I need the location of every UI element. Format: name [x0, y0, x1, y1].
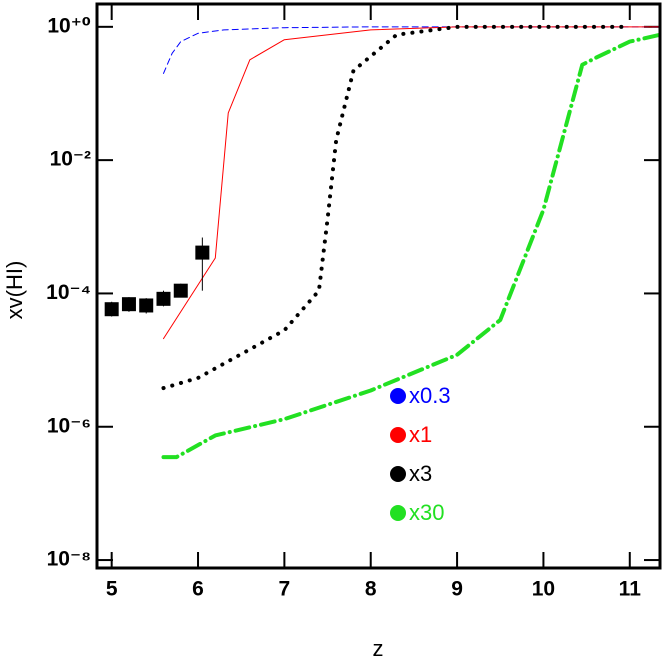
y-tick-label: 10⁻² — [50, 148, 91, 171]
y-tick-label: 10⁺⁰ — [47, 14, 91, 37]
legend-marker — [390, 466, 406, 482]
x-tick-label: 10 — [532, 578, 555, 601]
plot-frame — [95, 2, 662, 570]
series-line — [162, 26, 660, 74]
x-tick-label: 8 — [365, 578, 377, 601]
x-tick-label: 11 — [619, 578, 642, 601]
legend-marker — [390, 388, 406, 404]
legend-label: x1 — [409, 422, 432, 447]
x-axis-label: z — [373, 636, 384, 659]
x-tick-label: 9 — [451, 578, 463, 601]
series-line — [161, 32, 660, 460]
series-line — [162, 26, 660, 340]
legend-label: x0.3 — [409, 383, 451, 408]
data-point — [139, 298, 154, 313]
data-point — [121, 297, 136, 312]
legend-label: x30 — [409, 500, 444, 525]
legend-label: x3 — [409, 461, 432, 486]
x-tick-label: 7 — [279, 578, 291, 601]
x-tick-label: 5 — [106, 578, 118, 601]
data-point — [156, 291, 171, 306]
y-axis-label: xv(HI) — [2, 261, 27, 320]
x-tick-label: 6 — [192, 578, 204, 601]
y-tick-label: 10⁻⁴ — [46, 281, 91, 304]
data-point — [173, 283, 188, 298]
y-tick-label: 10⁻⁸ — [47, 548, 91, 571]
data-point — [195, 245, 210, 260]
series-line — [161, 24, 632, 391]
legend-marker — [390, 505, 406, 521]
y-tick-label: 10⁻⁶ — [47, 414, 91, 437]
data-point — [104, 302, 119, 317]
legend-marker — [390, 427, 406, 443]
